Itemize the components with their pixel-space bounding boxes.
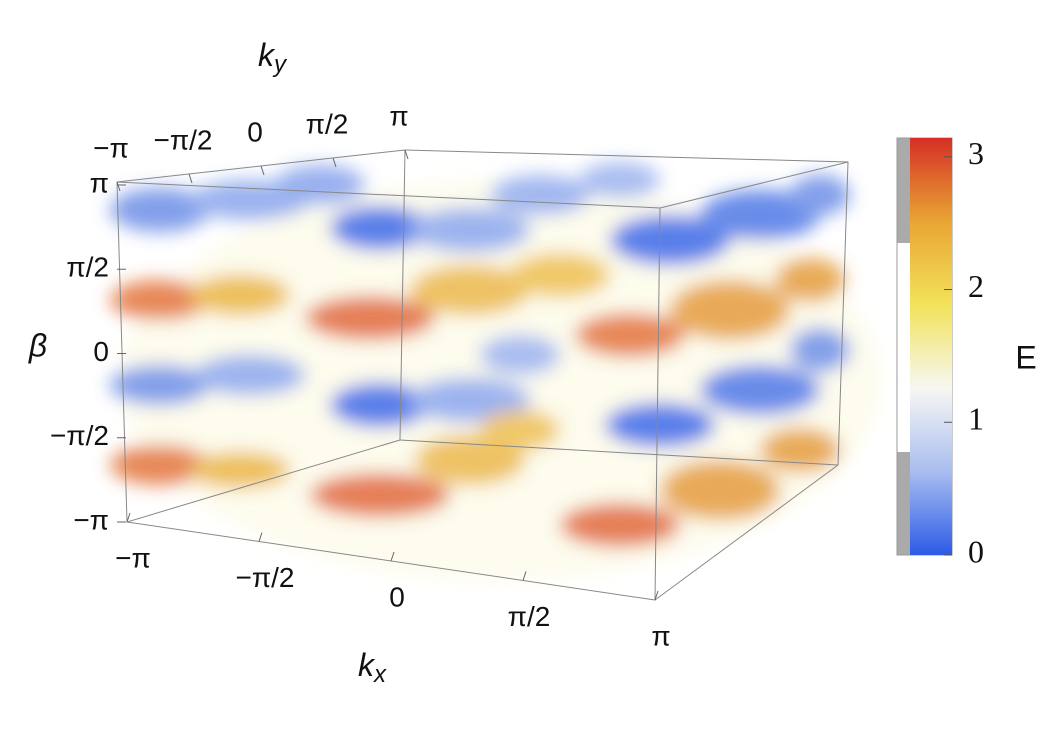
- y-tick-label: −π/2: [153, 124, 212, 155]
- colorbar-opacity: [897, 452, 910, 555]
- y-axis-title-base: k: [258, 37, 276, 73]
- colorbar-title: E: [1015, 339, 1036, 375]
- x-tick: [258, 532, 263, 542]
- z-tick-label: π: [90, 167, 109, 198]
- y-tick-label: 0: [247, 116, 263, 147]
- y-axis-title: ky: [258, 37, 288, 78]
- x-tick: [390, 551, 395, 562]
- y-tick-label: −π: [93, 132, 129, 163]
- z-tick-label: π/2: [66, 252, 109, 283]
- y-tick: [332, 157, 337, 168]
- x-axis-title-sub: x: [373, 661, 387, 688]
- x-axis-title-base: k: [358, 647, 376, 683]
- z-tick-label: −π: [73, 504, 109, 535]
- x-tick: [522, 571, 527, 581]
- x-tick: [126, 512, 131, 523]
- y-axis-title-sub: y: [272, 51, 288, 78]
- colorbar-opacity: [897, 138, 910, 243]
- y-tick: [188, 173, 193, 184]
- x-tick: [654, 590, 659, 601]
- x-tick-label: −π/2: [235, 562, 294, 593]
- x-tick-label: 0: [389, 581, 405, 612]
- x-tick-label: π: [651, 620, 670, 651]
- colorbar-tick-label: 2: [968, 268, 984, 304]
- y-tick: [404, 149, 409, 160]
- z-tick-label: 0: [93, 336, 109, 367]
- volume-render: [110, 162, 880, 580]
- y-tick: [260, 165, 265, 176]
- colorbar-tick-label: 0: [968, 533, 984, 569]
- colorbar-tick-label: 1: [968, 401, 984, 437]
- y-tick-label: π/2: [306, 108, 349, 139]
- z-tick-label: −π/2: [50, 420, 109, 451]
- colorbar: [910, 138, 952, 555]
- x-tick-label: π/2: [508, 601, 551, 632]
- colorbar-tick-label: 3: [968, 135, 984, 171]
- y-tick: [116, 181, 121, 192]
- x-tick-label: −π: [115, 542, 151, 573]
- y-tick-label: π: [389, 100, 408, 131]
- z-axis-title: β: [28, 327, 47, 363]
- x-axis-title: kx: [358, 647, 387, 688]
